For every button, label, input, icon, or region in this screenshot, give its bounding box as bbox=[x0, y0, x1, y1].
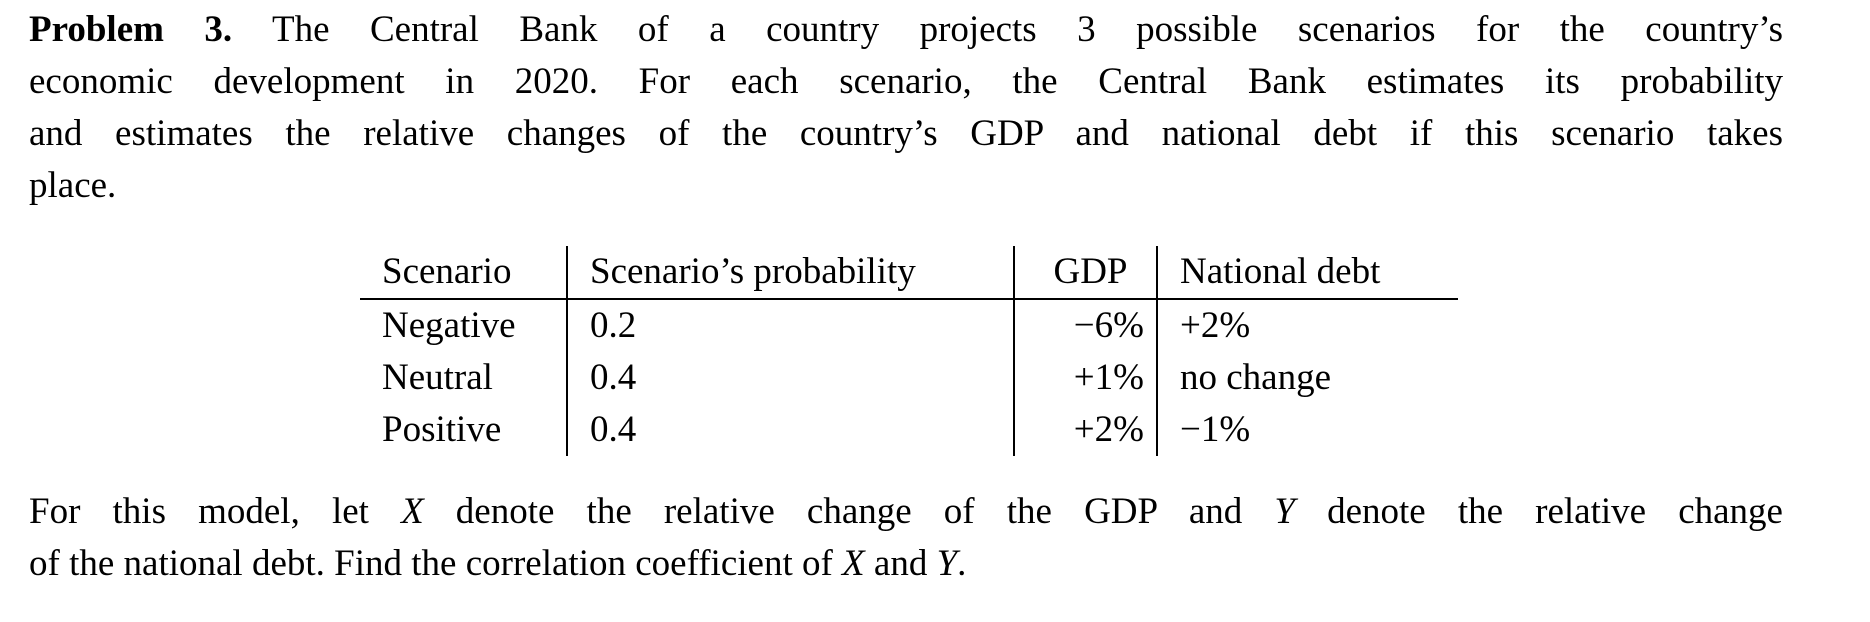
text-line: of the national debt. Find the correlati… bbox=[29, 538, 1783, 590]
cell: +2% bbox=[1013, 404, 1157, 456]
cell: 0.4 bbox=[566, 404, 1014, 456]
header-cell: GDP bbox=[1013, 246, 1157, 300]
problem-label: Problem 3. bbox=[29, 9, 233, 50]
text: of the national debt. Find the correlati… bbox=[29, 543, 843, 584]
problem-intro: Problem 3. The Central Bank of a country… bbox=[29, 4, 1783, 212]
cell: Neutral bbox=[382, 357, 493, 398]
cell: −1% bbox=[1156, 404, 1458, 456]
text-line: place. bbox=[29, 165, 117, 206]
text: denote the relative change of the GDP an… bbox=[423, 491, 1275, 532]
table-row: Negative 0.2 −6% +2% bbox=[360, 299, 1458, 352]
cell: +2% bbox=[1156, 299, 1458, 352]
text: The Central Bank of a country projects 3… bbox=[232, 9, 1783, 50]
cell: +1% bbox=[1013, 352, 1157, 404]
text-line: For this model, let X denote the relativ… bbox=[29, 486, 1783, 538]
scenario-table: Scenario Scenario’s probability GDP Nati… bbox=[360, 246, 1458, 456]
text-line: and estimates the relative changes of th… bbox=[29, 113, 1783, 154]
variable: Y bbox=[1274, 491, 1295, 532]
cell: Positive bbox=[382, 409, 502, 450]
table-row: Neutral 0.4 +1% no change bbox=[360, 352, 1458, 404]
text: . bbox=[957, 543, 967, 584]
problem-question: For this model, let X denote the relativ… bbox=[29, 486, 1783, 590]
text-line: economic development in 2020. For each s… bbox=[29, 61, 1783, 102]
variable: X bbox=[842, 543, 865, 584]
header-cell: Scenario bbox=[360, 246, 567, 300]
variable: Y bbox=[936, 543, 958, 584]
text-line: Problem 3. The Central Bank of a country… bbox=[29, 4, 1783, 56]
cell: −6% bbox=[1013, 299, 1157, 352]
cell: 0.2 bbox=[566, 299, 1014, 352]
header-cell: Scenario’s probability bbox=[566, 246, 1014, 300]
cell: Negative bbox=[382, 305, 516, 346]
text: denote the relative change bbox=[1294, 491, 1783, 532]
header-row: Scenario Scenario’s probability GDP Nati… bbox=[360, 246, 1458, 300]
header-cell: National debt bbox=[1156, 246, 1458, 300]
text: and bbox=[864, 543, 937, 584]
cell: no change bbox=[1156, 352, 1458, 404]
text: For this model, let bbox=[29, 491, 402, 532]
cell: 0.4 bbox=[566, 352, 1014, 404]
variable: X bbox=[401, 491, 424, 532]
table-row: Positive 0.4 +2% −1% bbox=[360, 404, 1458, 456]
